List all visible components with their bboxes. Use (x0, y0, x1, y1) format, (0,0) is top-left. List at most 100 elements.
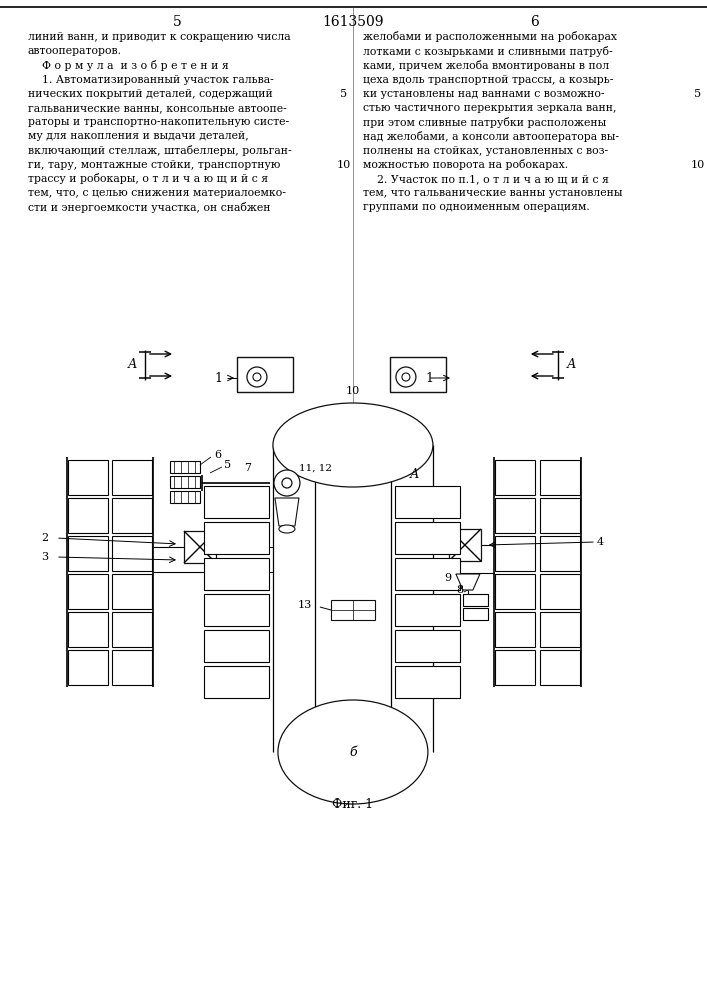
Text: б: б (349, 746, 357, 758)
Text: Ф о р м у л а  и з о б р е т е н и я: Ф о р м у л а и з о б р е т е н и я (28, 60, 229, 71)
Text: 2: 2 (42, 533, 49, 543)
Bar (395, 486, 460, 518)
Ellipse shape (278, 700, 428, 804)
Text: 2. Участок по п.1, о т л и ч а ю щ и й с я: 2. Участок по п.1, о т л и ч а ю щ и й с… (363, 174, 609, 184)
Text: сти и энергоемкости участка, он снабжен: сти и энергоемкости участка, он снабжен (28, 202, 271, 213)
Bar (540, 650, 580, 685)
Bar (68, 650, 108, 685)
Text: 9: 9 (444, 573, 452, 583)
Text: над желобами, а консоли автооператора вы-: над желобами, а консоли автооператора вы… (363, 131, 619, 142)
Text: 4: 4 (596, 537, 604, 547)
Text: 1: 1 (426, 371, 434, 384)
Text: 1. Автоматизированный участок гальва-: 1. Автоматизированный участок гальва- (28, 75, 274, 85)
Bar (170, 461, 200, 473)
Bar (170, 476, 200, 488)
Bar (540, 460, 580, 495)
Bar (170, 491, 200, 503)
Text: желобами и расположенными на робокарах: желобами и расположенными на робокарах (363, 31, 617, 42)
Text: лотками с козырьками и сливными патруб-: лотками с козырьками и сливными патруб- (363, 46, 612, 57)
Text: 1: 1 (214, 371, 222, 384)
Circle shape (247, 367, 267, 387)
Ellipse shape (273, 403, 433, 487)
Bar (68, 460, 108, 495)
Text: 5: 5 (224, 460, 231, 470)
Text: 7: 7 (245, 463, 252, 473)
Bar (68, 498, 108, 533)
Bar (112, 612, 152, 647)
Text: А: А (128, 358, 138, 370)
Bar (395, 666, 460, 698)
Text: 11, 12: 11, 12 (300, 464, 332, 473)
Bar (495, 460, 535, 495)
Bar (112, 536, 152, 571)
Text: 1613509: 1613509 (322, 15, 384, 29)
Text: му для накопления и выдачи деталей,: му для накопления и выдачи деталей, (28, 131, 249, 141)
Ellipse shape (279, 525, 295, 533)
Text: стью частичного перекрытия зеркала ванн,: стью частичного перекрытия зеркала ванн, (363, 103, 617, 113)
Bar (449, 529, 481, 561)
Bar (395, 558, 460, 590)
Text: Фиг. 1: Фиг. 1 (332, 798, 373, 812)
Text: 5: 5 (694, 89, 701, 99)
Bar (204, 630, 269, 662)
Bar (395, 630, 460, 662)
Text: при этом сливные патрубки расположены: при этом сливные патрубки расположены (363, 117, 606, 128)
Text: трассу и робокары, о т л и ч а ю щ и й с я: трассу и робокары, о т л и ч а ю щ и й с… (28, 174, 268, 184)
Text: 5: 5 (340, 89, 347, 99)
Bar (463, 608, 488, 620)
Bar (495, 650, 535, 685)
Bar (495, 536, 535, 571)
Bar (331, 600, 375, 620)
Text: 10: 10 (691, 160, 705, 170)
Bar (112, 574, 152, 609)
Text: 6: 6 (214, 450, 221, 460)
Bar (495, 574, 535, 609)
Text: ги, тару, монтажные стойки, транспортную: ги, тару, монтажные стойки, транспортную (28, 160, 281, 170)
Bar (112, 498, 152, 533)
Text: ки установлены над ваннами с возможно-: ки установлены над ваннами с возможно- (363, 89, 604, 99)
Polygon shape (275, 498, 299, 526)
Text: автооператоров.: автооператоров. (28, 46, 122, 56)
Bar (463, 594, 488, 606)
Text: 10: 10 (337, 160, 351, 170)
Text: 8: 8 (456, 585, 464, 595)
Bar (204, 594, 269, 626)
Bar (540, 498, 580, 533)
Bar (237, 357, 293, 392)
Text: группами по одноименным операциям.: группами по одноименным операциям. (363, 202, 590, 212)
Text: 6: 6 (530, 15, 539, 29)
Circle shape (253, 373, 261, 381)
Text: нических покрытий деталей, содержащий: нических покрытий деталей, содержащий (28, 89, 273, 99)
Bar (204, 558, 269, 590)
Circle shape (396, 367, 416, 387)
Circle shape (402, 373, 410, 381)
Text: 3: 3 (42, 552, 49, 562)
Circle shape (274, 470, 300, 496)
Bar (68, 612, 108, 647)
Bar (495, 612, 535, 647)
Bar (540, 536, 580, 571)
Bar (68, 536, 108, 571)
Bar (540, 574, 580, 609)
Bar (204, 486, 269, 518)
Bar (390, 357, 446, 392)
Circle shape (282, 478, 292, 488)
Bar (540, 612, 580, 647)
Text: цеха вдоль транспортной трассы, а козырь-: цеха вдоль транспортной трассы, а козырь… (363, 75, 613, 85)
Text: включающий стеллаж, штабеллеры, рольган-: включающий стеллаж, штабеллеры, рольган- (28, 145, 291, 156)
Bar (184, 531, 216, 563)
Text: ками, причем желоба вмонтированы в пол: ками, причем желоба вмонтированы в пол (363, 60, 609, 71)
Bar (204, 666, 269, 698)
Text: А: А (410, 468, 420, 482)
Polygon shape (456, 574, 480, 590)
Bar (495, 498, 535, 533)
Text: раторы и транспортно-накопительную систе-: раторы и транспортно-накопительную систе… (28, 117, 289, 127)
Bar (112, 650, 152, 685)
Text: А: А (567, 358, 577, 370)
Bar (112, 460, 152, 495)
Text: тем, что гальванические ванны установлены: тем, что гальванические ванны установлен… (363, 188, 622, 198)
Bar (395, 594, 460, 626)
Text: можностью поворота на робокарах.: можностью поворота на робокарах. (363, 159, 568, 170)
Text: 5: 5 (173, 15, 181, 29)
Bar (68, 574, 108, 609)
